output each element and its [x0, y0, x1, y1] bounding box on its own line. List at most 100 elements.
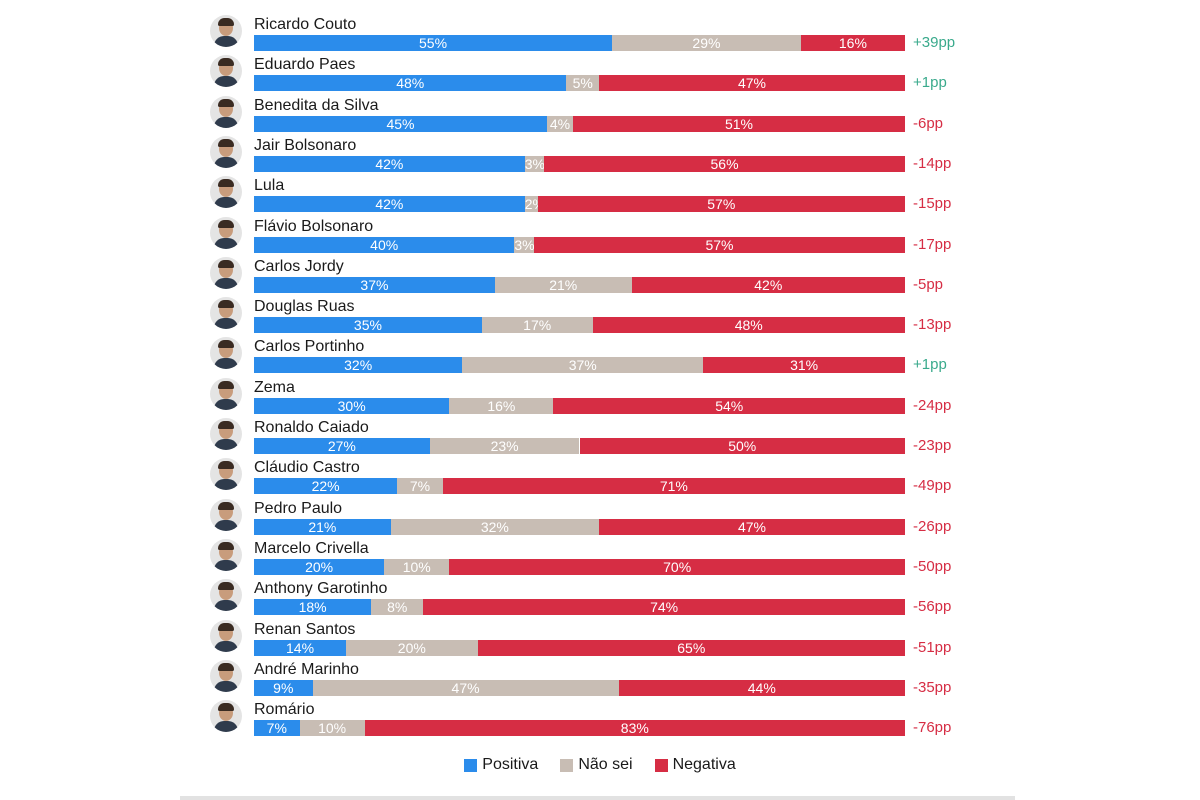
bottom-divider [180, 796, 1015, 800]
bar-segment-positiva: 30% [254, 397, 450, 414]
avatar-body [214, 479, 238, 491]
avatar [210, 297, 242, 330]
chart-row: Ricardo Couto 55% 29% 16% +39pp [205, 14, 985, 54]
stacked-bar: 55% 29% 16% [254, 35, 905, 51]
avatar [210, 418, 242, 450]
avatar [210, 15, 242, 47]
bar-segment-positiva: 14% [254, 639, 347, 656]
net-difference-label: -23pp [913, 437, 952, 454]
avatar [210, 498, 242, 531]
bar-segment-negativa: 74% [423, 599, 905, 616]
bar-segment-nao-sei: 32% [390, 518, 600, 535]
bar-segment-negativa: 47% [599, 75, 905, 92]
net-difference-label: -56pp [913, 598, 952, 616]
bar-segment-nao-sei: 20% [346, 639, 478, 656]
bar-segment-negativa: 70% [449, 558, 905, 575]
legend-item-negativa: Negativa [654, 756, 736, 774]
chart-row: Flávio Bolsonaro 40% 3% 57% -17pp [205, 216, 985, 256]
stacked-bar: 32% 37% 31% [254, 357, 905, 374]
stacked-bar: 37% 21% 42% [254, 276, 905, 293]
stacked-bar: 42% 3% 56% [254, 155, 905, 172]
row-label: Cláudio Castro [254, 459, 360, 477]
avatar-hair [218, 461, 234, 470]
bar-segment-negativa: 50% [579, 438, 905, 454]
row-label: Benedita da Silva [254, 96, 379, 114]
row-label: Carlos Jordy [254, 257, 344, 275]
legend-label-negativa: Negativa [672, 756, 736, 773]
net-difference-label: -76pp [913, 719, 952, 737]
avatar-body [214, 519, 238, 531]
bar-segment-positiva: 40% [254, 236, 515, 253]
avatar-hair [218, 421, 234, 429]
bar-segment-positiva: 7% [254, 720, 300, 737]
net-difference-label: +1pp [913, 74, 947, 92]
avatar-body [214, 277, 238, 289]
avatar-body [214, 680, 238, 692]
bar-segment-nao-sei: 10% [299, 720, 365, 737]
avatar [210, 216, 242, 249]
avatar-hair [218, 58, 234, 67]
avatar-hair [218, 300, 234, 309]
bar-segment-nao-sei: 3% [524, 155, 545, 172]
avatar-body [214, 559, 238, 571]
bar-segment-positiva: 55% [254, 35, 613, 51]
legend-swatch-positiva [464, 758, 478, 772]
bar-segment-negativa: 65% [477, 639, 905, 656]
net-difference-label: -15pp [913, 195, 952, 213]
bar-segment-negativa: 51% [572, 115, 905, 132]
bar-segment-positiva: 42% [254, 155, 525, 172]
row-label: Ronaldo Caiado [254, 419, 369, 436]
bar-segment-positiva: 20% [254, 558, 385, 575]
chart-row: Pedro Paulo 21% 32% 47% -26pp [205, 498, 985, 538]
avatar [210, 377, 242, 410]
row-label: Lula [254, 177, 285, 195]
avatar-body [214, 600, 238, 612]
row-label: Marcelo Crivella [254, 539, 369, 557]
chart-row: Anthony Garotinho 18% 8% 74% -56pp [205, 578, 985, 618]
stacked-bar: 18% 8% 74% [254, 599, 905, 616]
bar-segment-nao-sei: 17% [481, 317, 593, 334]
bar-segment-negativa: 42% [631, 276, 905, 293]
chart-row: Eduardo Paes 48% 5% 47% +1pp [205, 54, 985, 94]
avatar [210, 659, 242, 692]
bar-segment-positiva: 21% [254, 518, 391, 535]
chart-row: André Marinho 9% 47% 44% -35pp [205, 659, 985, 699]
bar-segment-negativa: 48% [592, 317, 905, 334]
bar-segment-negativa: 44% [618, 679, 905, 696]
bar-segment-nao-sei: 7% [397, 478, 443, 495]
stacked-bar: 27% 23% 50% [254, 438, 905, 454]
avatar-body [214, 197, 238, 209]
bar-segment-nao-sei: 47% [312, 679, 619, 696]
avatar-hair [218, 259, 234, 268]
avatar-hair [218, 622, 234, 631]
avatar [210, 619, 242, 652]
chart-row: Marcelo Crivella 20% 10% 70% -50pp [205, 538, 985, 578]
bar-segment-positiva: 32% [254, 357, 463, 374]
row-label: Jair Bolsonaro [254, 136, 357, 154]
row-label: Flávio Bolsonaro [254, 217, 374, 235]
bar-segment-nao-sei: 29% [612, 35, 801, 51]
avatar-body [214, 640, 238, 652]
net-difference-label: -14pp [913, 154, 952, 172]
avatar [210, 337, 242, 370]
net-difference-label: -13pp [913, 316, 952, 334]
avatar-hair [218, 219, 234, 228]
stacked-bar: 21% 32% 47% [254, 518, 905, 535]
chart-row: Romário 7% 10% 83% -76pp [205, 699, 985, 739]
chart-legend: Positiva Não sei Negativa [0, 754, 1200, 776]
row-label: Pedro Paulo [254, 499, 343, 517]
bar-segment-nao-sei: 23% [429, 438, 580, 454]
row-label: Zema [254, 378, 295, 396]
row-label: Carlos Portinho [254, 338, 365, 356]
avatar-hair [218, 179, 234, 188]
stacked-bar: 9% 47% 44% [254, 679, 905, 696]
avatar [210, 579, 242, 612]
bar-segment-negativa: 71% [442, 478, 905, 495]
avatar-hair [218, 380, 234, 389]
avatar-body [214, 116, 238, 128]
net-difference-label: +39pp [913, 34, 956, 51]
bar-segment-negativa: 54% [553, 397, 905, 414]
bar-segment-positiva: 48% [254, 75, 567, 92]
avatar [210, 55, 242, 88]
